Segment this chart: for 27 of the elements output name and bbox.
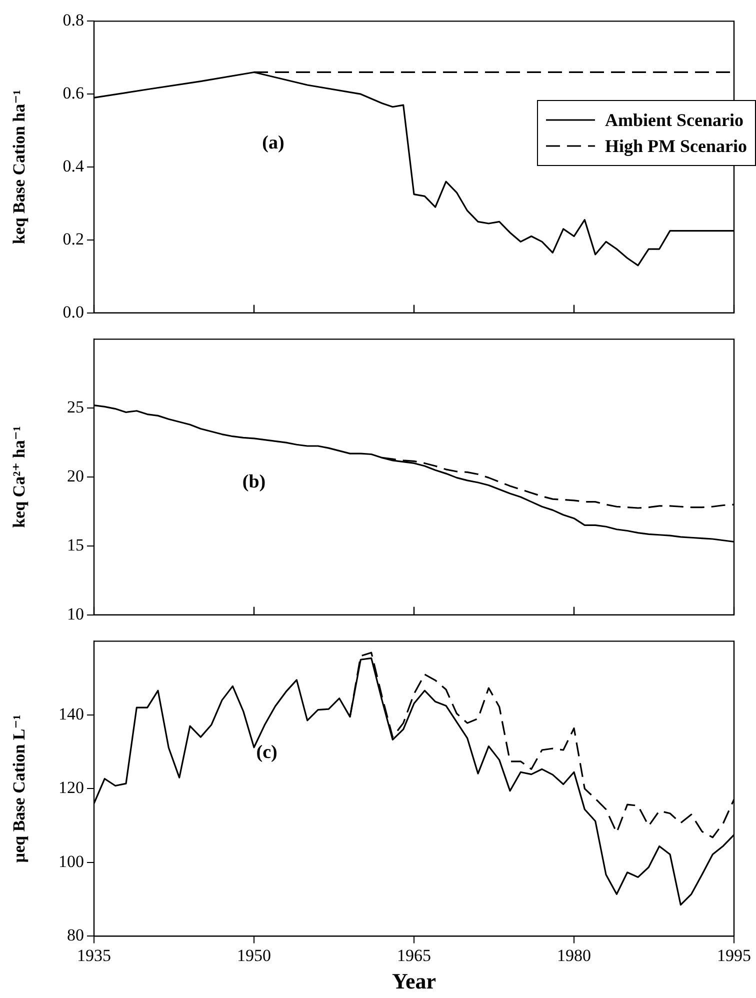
- annotation: (c): [256, 742, 278, 764]
- x-axis-title: Year: [392, 968, 436, 994]
- legend-label: Ambient Scenario: [605, 109, 744, 132]
- y-tick-label: 100: [58, 852, 84, 871]
- y-tick-label: 140: [58, 704, 84, 724]
- annotation: (a): [262, 132, 284, 154]
- y-axis-title: µeq Base Cation L⁻¹: [10, 714, 29, 863]
- y-tick-label: 15: [67, 535, 84, 554]
- legend-label: High PM Scenario: [605, 135, 747, 158]
- y-tick-label: 0.4: [62, 156, 84, 176]
- y-tick-label: 0.8: [62, 10, 84, 30]
- x-tick-label: 1965: [397, 946, 431, 965]
- y-axis-title: keq Base Cation ha⁻¹: [10, 90, 29, 244]
- y-axis-title: keq Ca²⁺ ha⁻¹: [10, 426, 29, 528]
- x-tick-label: 1935: [77, 946, 111, 965]
- y-tick-label: 0.0: [62, 302, 84, 322]
- y-tick-label: 120: [58, 778, 84, 798]
- x-tick-label: 1980: [557, 946, 591, 965]
- y-tick-label: 80: [67, 926, 84, 945]
- y-tick-label: 0.2: [62, 229, 84, 248]
- y-tick-label: 25: [67, 398, 84, 417]
- y-tick-label: 20: [67, 466, 84, 486]
- x-tick-label: 1995: [717, 946, 751, 965]
- y-tick-label: 0.6: [62, 84, 84, 103]
- x-tick-label: 1950: [237, 946, 271, 965]
- annotation: (b): [242, 471, 266, 492]
- y-tick-label: 10: [67, 604, 84, 624]
